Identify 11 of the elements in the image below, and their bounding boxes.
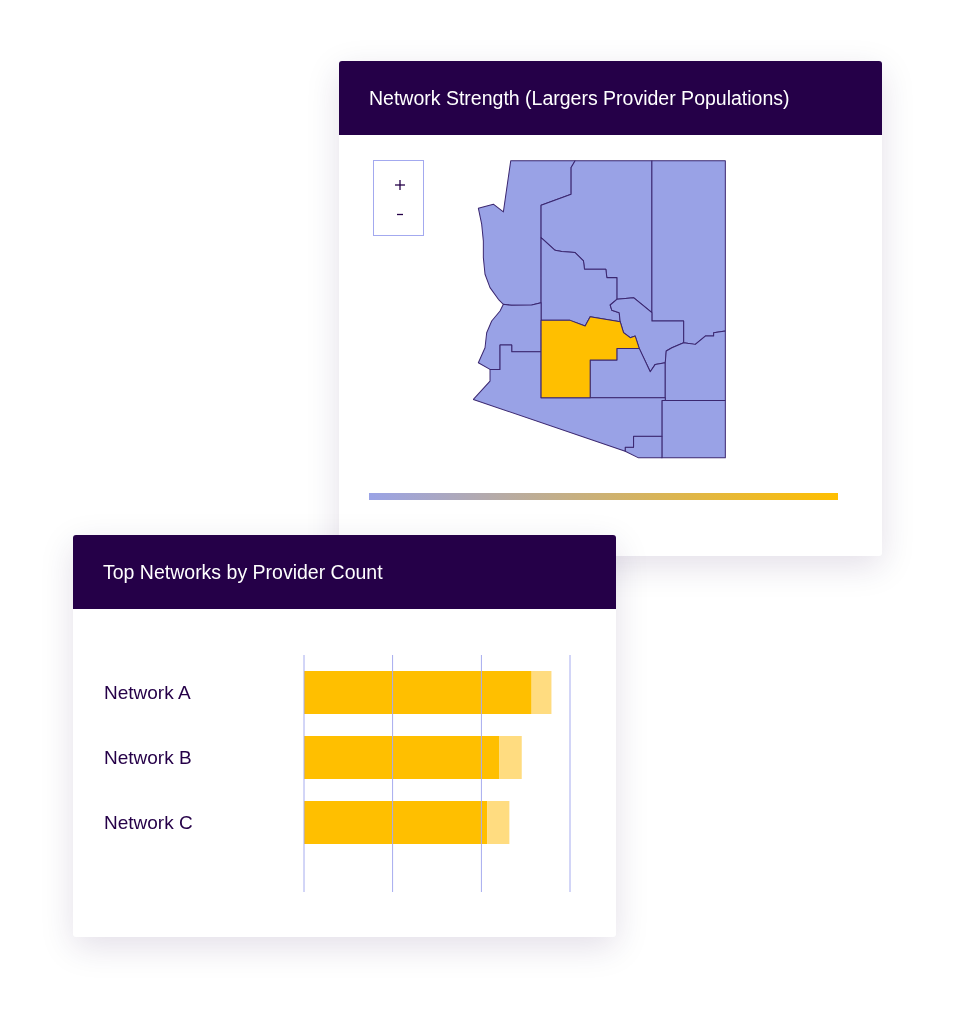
bar [499, 736, 522, 780]
chart-title: Top Networks by Provider Count [103, 560, 383, 584]
bar [487, 801, 510, 845]
y-tick-label: Network A [104, 682, 191, 704]
y-tick-label: Network B [104, 747, 192, 769]
bar [304, 736, 500, 780]
bar [304, 671, 532, 715]
bar [531, 671, 552, 715]
bar [304, 801, 488, 845]
y-tick-label: Network C [104, 812, 193, 834]
text: Network Strength (Largers Provider Populations) [369, 86, 790, 110]
